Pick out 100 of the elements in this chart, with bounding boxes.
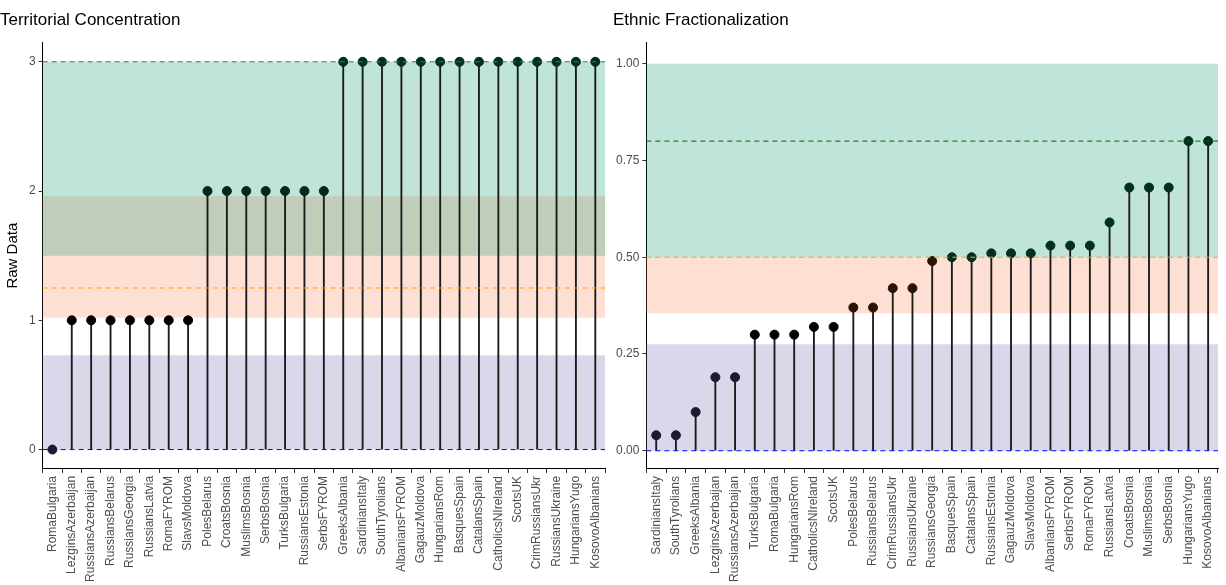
x-tick-label: ScotsUK: [510, 475, 525, 523]
x-tick-label: SlavsMoldova: [180, 475, 195, 551]
y-tick-label: 0.50: [616, 249, 640, 264]
x-tick-label: RomaFYROM: [161, 475, 176, 552]
x-tick-label: RussiansEstonia: [983, 475, 998, 566]
point: [144, 315, 155, 326]
x-tick-label: SlavsMoldova: [1023, 475, 1038, 551]
y-axis-title: Raw Data: [3, 222, 21, 289]
point: [415, 56, 426, 67]
x-tick-label: GagauzMoldova: [1003, 475, 1018, 564]
x-tick-label: SerbsBosnia: [257, 475, 272, 544]
point: [848, 302, 859, 313]
point: [241, 186, 252, 197]
point: [493, 56, 504, 67]
x-tick-label: RussiansGeorgia: [122, 475, 137, 568]
x-tick-label: MuslimsBosnia: [1141, 475, 1156, 557]
point: [1124, 182, 1135, 193]
chart-title: Territorial Concentration: [0, 9, 181, 29]
y-tick-label: 1: [28, 312, 36, 327]
point: [570, 56, 581, 67]
point: [907, 283, 918, 294]
point: [163, 315, 174, 326]
point: [1065, 240, 1076, 251]
x-tick-label: SerbsFYROM: [316, 475, 331, 551]
x-tick-label: GagauzMoldova: [413, 475, 428, 564]
point: [887, 283, 898, 294]
point: [357, 56, 368, 67]
point: [749, 329, 760, 340]
x-tick-label: KosovoAlbanians: [587, 475, 602, 569]
point: [868, 302, 879, 313]
point: [769, 329, 780, 340]
point: [454, 56, 465, 67]
point: [946, 252, 957, 263]
point: [435, 56, 446, 67]
point: [710, 372, 721, 383]
point: [377, 56, 388, 67]
point: [730, 372, 741, 383]
x-tick-label: SardiniansItaly: [354, 475, 369, 555]
x-tick-label: LezginsAzerbaijan: [707, 475, 722, 575]
x-tick-label: ScotsUK: [825, 475, 840, 523]
y-tick-label: 0: [28, 441, 36, 456]
point: [1045, 240, 1056, 251]
point: [124, 315, 135, 326]
x-tick-label: CatholicsNIreland: [806, 475, 821, 571]
x-tick-label: TurksBulgaria: [747, 475, 762, 550]
point: [473, 56, 484, 67]
y-tick-label: 0.25: [616, 346, 640, 361]
point: [86, 315, 97, 326]
point: [551, 56, 562, 67]
point: [105, 315, 116, 326]
point: [221, 186, 232, 197]
x-tick-label: CatholicsNIreland: [490, 475, 505, 571]
x-tick-label: RussiansBelarus: [102, 475, 117, 566]
x-tick-label: CrimRussiansUkr: [529, 475, 544, 570]
x-tick-label: HungariansRom: [786, 475, 801, 563]
x-tick-label: RussiansLatvia: [1101, 475, 1116, 558]
x-tick-label: RussiansAzerbaijan: [83, 475, 98, 583]
point: [590, 56, 601, 67]
x-tick-label: RomaBulgaria: [44, 475, 59, 552]
point: [789, 329, 800, 340]
point: [66, 315, 77, 326]
point: [338, 56, 349, 67]
point: [280, 186, 291, 197]
x-tick-label: HungariansRom: [432, 475, 447, 563]
x-tick-label: SerbsBosnia: [1161, 475, 1176, 544]
point: [1163, 182, 1174, 193]
x-tick-label: MuslimsBosnia: [238, 475, 253, 557]
point: [670, 430, 681, 441]
point: [47, 444, 58, 455]
point: [299, 186, 310, 197]
y-tick-label: 3: [28, 54, 36, 69]
chart-title: Ethnic Fractionalization: [613, 9, 789, 29]
point: [1104, 217, 1115, 228]
x-tick-label: CrimRussiansUkr: [885, 475, 900, 570]
x-tick-label: CatalansSpain: [471, 475, 486, 555]
point: [828, 321, 839, 332]
y-tick-label: 0.00: [616, 443, 640, 458]
x-tick-label: PolesBelarus: [199, 475, 214, 547]
x-tick-label: RussiansBelarus: [865, 475, 880, 566]
point: [927, 256, 938, 267]
y-tick-label: 2: [28, 183, 36, 198]
x-tick-label: RussiansUkraine: [904, 475, 919, 567]
x-tick-label: CatalansSpain: [963, 475, 978, 555]
x-tick-label: TurksBulgaria: [277, 475, 292, 550]
x-tick-label: BasquesSpain: [944, 475, 959, 554]
x-tick-label: SerbsFYROM: [1062, 475, 1077, 551]
point: [808, 321, 819, 332]
x-tick-label: RomaFYROM: [1082, 475, 1097, 552]
x-tick-label: CroatsBosnia: [219, 475, 234, 548]
x-tick-label: CroatsBosnia: [1121, 475, 1136, 548]
x-tick-label: HungariansYugo: [1180, 475, 1195, 565]
point: [966, 252, 977, 263]
point: [183, 315, 194, 326]
x-tick-label: GreeksAlbania: [335, 475, 350, 555]
point: [651, 430, 662, 441]
x-tick-label: SouthTyrolians: [374, 475, 389, 556]
x-tick-label: BasquesSpain: [451, 475, 466, 554]
point: [986, 248, 997, 259]
point: [1144, 182, 1155, 193]
x-tick-label: SouthTyrolians: [668, 475, 683, 556]
